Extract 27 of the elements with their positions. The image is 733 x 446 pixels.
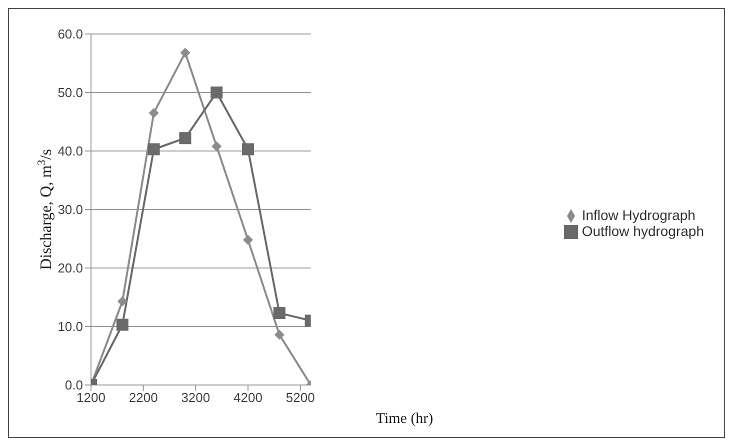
x-tick-label: 1200 [76,390,106,406]
x-tick-label: 5200 [286,390,315,406]
x-tick-label: 4200 [234,390,262,406]
y-tick-label: 20.0 [58,260,83,276]
legend-label: Outflow hydrograph [582,223,704,239]
point [242,143,254,156]
point [273,307,286,320]
legend-label: Inflow Hydrograph [582,206,696,223]
y-tick-label: 60.0 [58,26,83,42]
x-axis-title: Time (hr) [376,411,434,427]
x-tick-label: 2200 [128,390,158,406]
point [274,330,284,340]
point [210,86,223,98]
point [243,234,254,245]
point [212,141,222,152]
point [116,318,128,331]
y-tick-label: 30.0 [58,202,83,218]
point [180,48,190,58]
x-tick-label: 3200 [181,390,210,406]
point [148,108,159,118]
point [117,296,128,306]
y-tick-label: 10.0 [58,319,83,334]
y-tick-label: 40.0 [58,144,83,159]
point [179,132,192,144]
y-tick-label: 0.0 [64,378,83,393]
point [148,143,160,156]
y-tick-label: 50.0 [58,85,83,100]
